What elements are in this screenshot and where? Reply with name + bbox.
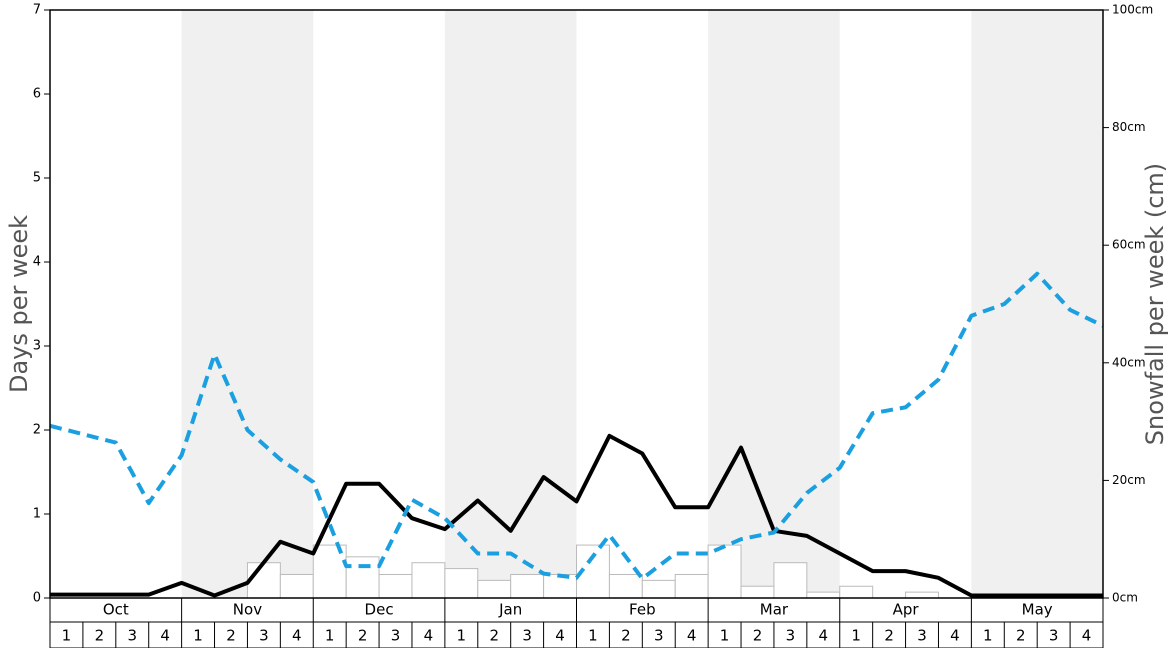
bar bbox=[312, 544, 347, 599]
bar bbox=[740, 585, 775, 599]
week-label: 2 bbox=[226, 627, 236, 645]
week-label: 2 bbox=[95, 627, 105, 645]
y-axis-title: Days per week bbox=[5, 215, 33, 393]
month-label: Nov bbox=[233, 601, 262, 619]
y2-axis-title: Snowfall per week (cm) bbox=[1141, 163, 1168, 445]
y2-tick-label: 100cm bbox=[1112, 3, 1153, 17]
bar bbox=[543, 573, 577, 599]
line bbox=[49, 271, 1104, 581]
bar bbox=[477, 579, 512, 599]
week-label: 1 bbox=[588, 627, 598, 645]
y-tick-label: 2 bbox=[33, 423, 41, 438]
month-shade bbox=[181, 10, 314, 598]
bar bbox=[411, 562, 446, 599]
y2-tick-label: 80cm bbox=[1112, 120, 1146, 134]
week-label: 1 bbox=[720, 627, 730, 645]
y-tick-label: 4 bbox=[33, 255, 41, 270]
bar bbox=[345, 556, 380, 599]
bar bbox=[674, 573, 709, 599]
line bbox=[50, 433, 1103, 598]
week-label: 2 bbox=[1016, 627, 1026, 645]
y-tick-label: 6 bbox=[33, 87, 41, 102]
month-label: Mar bbox=[760, 601, 789, 619]
y2-tick-label: 60cm bbox=[1112, 238, 1146, 252]
y2-tick-label: 40cm bbox=[1112, 355, 1146, 369]
bar bbox=[510, 573, 545, 599]
month-label: Apr bbox=[893, 601, 920, 619]
week-label: 1 bbox=[457, 627, 467, 645]
week-label: 3 bbox=[654, 627, 664, 645]
month-label: Dec bbox=[365, 601, 394, 619]
week-label: 2 bbox=[489, 627, 499, 645]
week-label: 3 bbox=[1049, 627, 1059, 645]
bar bbox=[608, 573, 643, 599]
bar bbox=[246, 562, 281, 599]
week-label: 4 bbox=[950, 627, 960, 645]
bar bbox=[839, 585, 874, 599]
y-tick-label: 5 bbox=[33, 171, 41, 186]
week-label: 4 bbox=[160, 627, 170, 645]
bar bbox=[905, 591, 939, 599]
week-label: 2 bbox=[884, 627, 894, 645]
bar bbox=[378, 573, 413, 599]
week-label: 1 bbox=[193, 627, 203, 645]
bar bbox=[279, 573, 314, 599]
month-label: Jan bbox=[498, 601, 522, 619]
week-label: 1 bbox=[983, 627, 993, 645]
week-label: 4 bbox=[292, 627, 302, 645]
week-label: 2 bbox=[621, 627, 631, 645]
week-label: 4 bbox=[555, 627, 565, 645]
week-label: 2 bbox=[358, 627, 368, 645]
week-label: 4 bbox=[1082, 627, 1092, 645]
y-tick-label: 7 bbox=[33, 3, 41, 18]
y2-tick-label: 20cm bbox=[1112, 473, 1146, 487]
week-label: 3 bbox=[259, 627, 269, 645]
bar bbox=[773, 562, 808, 599]
week-label: 1 bbox=[62, 627, 72, 645]
bar bbox=[806, 591, 841, 599]
week-label: 2 bbox=[753, 627, 763, 645]
week-label: 3 bbox=[522, 627, 532, 645]
y-tick-label: 3 bbox=[33, 339, 41, 354]
month-shade bbox=[708, 10, 840, 598]
bar bbox=[707, 544, 742, 599]
y2-tick-label: 0cm bbox=[1112, 591, 1138, 605]
week-label: 3 bbox=[917, 627, 927, 645]
bar bbox=[641, 579, 676, 599]
week-label: 3 bbox=[127, 627, 137, 645]
week-label: 1 bbox=[851, 627, 861, 645]
week-label: 3 bbox=[786, 627, 796, 645]
week-label: 4 bbox=[819, 627, 829, 645]
month-label: Feb bbox=[629, 601, 656, 619]
week-label: 4 bbox=[424, 627, 434, 645]
y-tick-label: 1 bbox=[33, 507, 41, 522]
week-label: 4 bbox=[687, 627, 697, 645]
month-label: May bbox=[1022, 601, 1053, 619]
y-tick-label: 0 bbox=[33, 591, 41, 606]
week-label: 1 bbox=[325, 627, 335, 645]
month-shade bbox=[444, 10, 577, 598]
month-label: Oct bbox=[103, 601, 129, 619]
month-shade bbox=[971, 10, 1103, 598]
bar bbox=[444, 568, 479, 599]
week-label: 3 bbox=[391, 627, 401, 645]
